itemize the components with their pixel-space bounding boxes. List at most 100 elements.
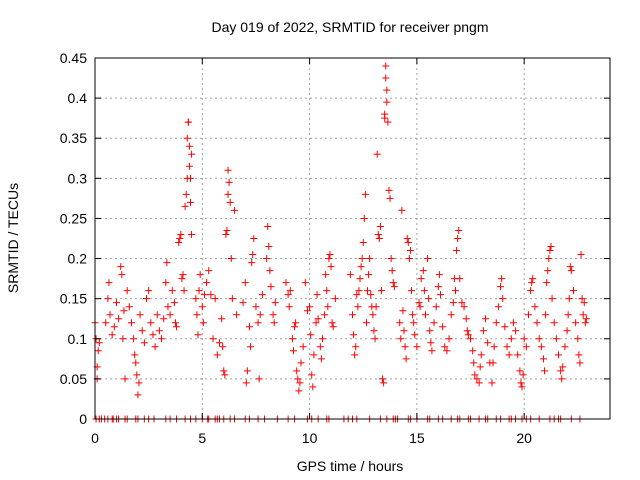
data-point xyxy=(479,327,487,335)
data-point xyxy=(314,315,322,323)
data-point xyxy=(512,327,520,335)
data-point xyxy=(163,259,171,267)
data-point xyxy=(110,323,118,331)
data-point xyxy=(183,134,191,142)
data-point xyxy=(194,331,202,339)
data-point xyxy=(132,359,140,367)
x-tick-label: 20 xyxy=(516,430,532,446)
data-point xyxy=(420,287,428,295)
data-point xyxy=(566,263,574,271)
data-point xyxy=(95,339,103,347)
data-point xyxy=(226,198,234,206)
data-point xyxy=(548,295,556,303)
data-point xyxy=(453,247,461,255)
data-point xyxy=(360,214,368,222)
data-point xyxy=(158,335,166,343)
data-point xyxy=(476,363,484,371)
data-point xyxy=(535,335,543,343)
data-point xyxy=(181,202,189,210)
data-point xyxy=(581,319,589,327)
data-point xyxy=(529,275,537,283)
data-point xyxy=(180,287,188,295)
data-point xyxy=(355,287,363,295)
data-point xyxy=(326,251,334,259)
data-point xyxy=(385,186,393,194)
data-point xyxy=(121,375,129,383)
data-point xyxy=(445,335,453,343)
data-point xyxy=(292,319,300,327)
data-point xyxy=(550,319,558,327)
data-point xyxy=(367,291,375,299)
data-point xyxy=(434,283,442,291)
data-point xyxy=(173,323,181,331)
data-point xyxy=(162,279,170,287)
y-tick-label: 0.2 xyxy=(68,251,88,267)
data-point xyxy=(358,255,366,263)
data-point xyxy=(470,359,478,367)
data-point xyxy=(524,311,532,319)
data-point xyxy=(176,235,184,242)
data-point xyxy=(501,323,509,331)
data-point xyxy=(386,194,394,202)
data-point xyxy=(323,287,331,295)
data-point xyxy=(295,387,303,395)
grid-lines xyxy=(95,58,610,419)
data-point xyxy=(188,230,196,238)
data-point xyxy=(297,359,305,367)
data-point xyxy=(258,291,266,299)
data-point xyxy=(233,311,241,319)
data-point xyxy=(135,379,143,387)
data-point xyxy=(255,375,263,383)
data-point xyxy=(136,311,144,319)
data-point xyxy=(522,343,530,351)
data-point xyxy=(424,255,432,263)
data-point xyxy=(428,347,436,355)
data-point xyxy=(153,311,161,319)
data-point xyxy=(572,319,580,327)
data-point xyxy=(265,243,273,251)
data-point xyxy=(151,343,159,351)
data-point xyxy=(266,267,274,275)
data-point xyxy=(561,343,569,351)
data-point xyxy=(582,315,590,323)
y-tick-label: 0.3 xyxy=(68,170,88,186)
data-point xyxy=(356,275,364,283)
data-point xyxy=(492,319,500,327)
data-point xyxy=(357,263,365,271)
data-point xyxy=(482,315,490,323)
data-point xyxy=(108,331,116,339)
data-point xyxy=(119,335,127,343)
data-point xyxy=(402,355,410,363)
data-point xyxy=(185,142,193,150)
data-point xyxy=(382,62,390,70)
data-point xyxy=(264,222,272,230)
data-point xyxy=(558,375,566,383)
data-point xyxy=(286,287,294,295)
data-point xyxy=(565,295,573,303)
data-point xyxy=(160,315,168,323)
data-point xyxy=(454,235,462,242)
data-point xyxy=(484,339,492,347)
data-point xyxy=(411,331,419,339)
data-point xyxy=(145,287,153,295)
data-point xyxy=(539,355,547,363)
data-point xyxy=(390,283,398,291)
data-point xyxy=(518,383,526,391)
data-point xyxy=(213,351,221,359)
data-point xyxy=(401,343,409,351)
data-point xyxy=(533,319,541,327)
data-point xyxy=(406,247,414,255)
data-point xyxy=(352,343,360,351)
data-point xyxy=(271,299,279,307)
data-point xyxy=(509,319,517,327)
y-tick-label: 0.15 xyxy=(60,291,87,307)
data-point xyxy=(186,174,194,182)
data-point xyxy=(171,319,179,327)
y-tick-label: 0 xyxy=(79,411,87,427)
data-point xyxy=(497,283,505,291)
data-point xyxy=(490,343,498,351)
y-tick-label: 0.4 xyxy=(68,90,88,106)
data-point xyxy=(452,287,459,295)
data-point xyxy=(247,343,255,351)
data-point xyxy=(543,279,551,287)
